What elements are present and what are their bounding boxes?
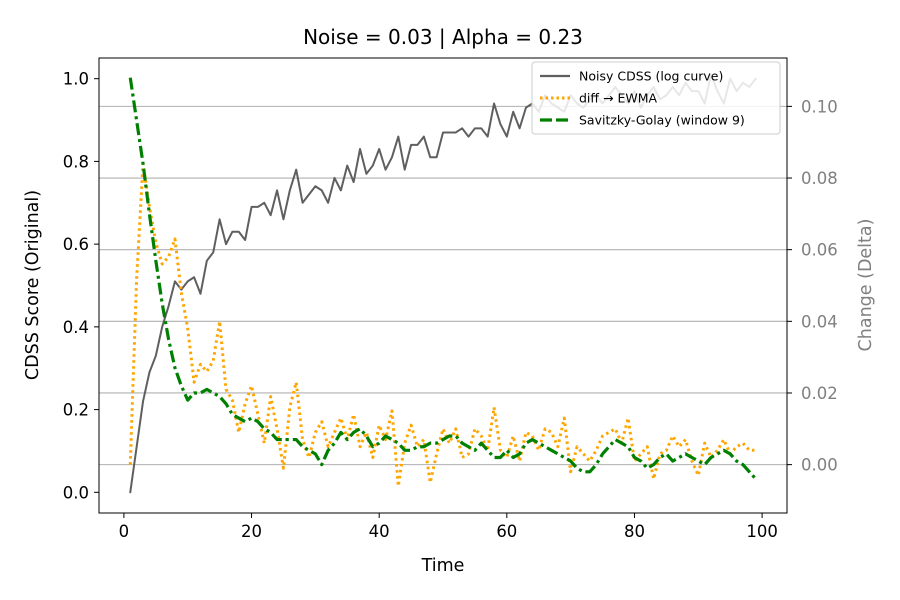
y-right-tick-label-1: 0.02: [801, 384, 838, 403]
y-left-tick-label-1: 0.2: [63, 401, 89, 420]
legend: Noisy CDSS (log curve) diff → EWMA Savit…: [531, 61, 781, 135]
y-right-tick-label-2: 0.04: [801, 312, 838, 331]
y-right-tick-label-3: 0.06: [801, 241, 838, 260]
series-line-2: [128, 77, 757, 481]
y-right-tick-label-5: 0.10: [801, 97, 838, 116]
tick-layer: 0.00 0.02 0.04 0.06 0.08 0.10 0.0 0.2 0.4 0.6 0.8 1…: [63, 70, 838, 541]
legend-label-ewma: diff → EWMA: [579, 91, 657, 106]
x-tick-label-3: 60: [496, 522, 517, 541]
x-tick-label-1: 20: [241, 522, 262, 541]
y-left-tick-label-0: 0.0: [63, 483, 89, 502]
legend-box: [531, 61, 781, 135]
x-tick-label-0: 0: [119, 522, 130, 541]
x-tick-label-5: 100: [746, 522, 778, 541]
series-layer: [128, 73, 757, 494]
legend-label-noisy: Noisy CDSS (log curve): [579, 69, 723, 84]
y-left-tick-label-2: 0.4: [63, 318, 89, 337]
legend-label-savgol: Savitzky-Golay (window 9): [579, 113, 745, 128]
y-axis-left-title: CDSS Score (Original): [23, 190, 43, 380]
chart-title: Noise = 0.03 | Alpha = 0.23: [303, 25, 583, 49]
y-left-tick-label-3: 0.6: [63, 235, 89, 254]
y-left-tick-label-5: 1.0: [63, 70, 89, 89]
y-right-tick-label-4: 0.08: [801, 169, 838, 188]
y-right-tick-label-0: 0.00: [801, 456, 838, 475]
plot-frame: [98, 57, 788, 514]
y-left-tick-label-4: 0.8: [63, 152, 89, 171]
x-axis-title: Time: [421, 556, 465, 576]
y-axis-right-title: Change (Delta): [856, 219, 876, 352]
x-tick-label-2: 40: [369, 522, 390, 541]
x-tick-label-4: 80: [624, 522, 645, 541]
